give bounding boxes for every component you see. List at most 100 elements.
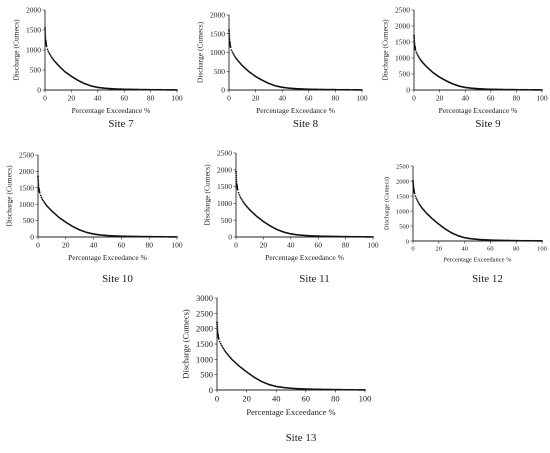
data-point (218, 340, 221, 343)
data-point (242, 200, 244, 203)
y-tick-label: 1500 (217, 182, 232, 191)
x-tick-label: 20 (436, 246, 443, 253)
data-point (232, 52, 235, 55)
y-axis-title: Discharge (Cumecs) (12, 19, 21, 81)
panel-caption: Site 9 (475, 118, 501, 130)
x-tick-label: 100 (171, 94, 183, 103)
data-point (235, 180, 238, 183)
x-tick-label: 0 (234, 241, 238, 250)
y-tick-label: 1500 (395, 38, 410, 47)
y-axis-title: Discharge (Cumecs) (180, 309, 190, 379)
data-point (217, 337, 220, 339)
x-tick-label: 20 (62, 241, 70, 250)
data-point (229, 45, 232, 47)
data-point (413, 36, 415, 39)
y-tick-label: 0 (228, 233, 232, 242)
y-tick-label: 1000 (19, 200, 34, 209)
data-point (231, 51, 234, 53)
data-point (224, 350, 227, 353)
x-tick-label: 40 (90, 241, 98, 250)
series-flow-duration (216, 321, 366, 391)
panel-caption: Site 12 (472, 273, 503, 285)
data-point (239, 196, 242, 198)
series-flow-duration (44, 27, 178, 91)
data-point (361, 89, 363, 91)
data-point (225, 351, 228, 354)
data-point (415, 51, 418, 54)
x-tick-label: 100 (356, 94, 368, 103)
data-point (412, 185, 415, 187)
y-tick-label: 2500 (19, 151, 34, 160)
data-point (44, 29, 46, 31)
data-point (216, 323, 218, 326)
data-point (48, 52, 50, 54)
x-tick-label: 100 (536, 94, 548, 103)
y-tick-label: 500 (399, 70, 411, 79)
x-tick-label: 100 (171, 241, 183, 250)
data-point (221, 346, 224, 348)
data-point (216, 325, 219, 327)
x-axis-title: Percentage Exceedance % (68, 253, 147, 262)
y-tick-label: 500 (23, 216, 35, 225)
data-point (38, 190, 41, 193)
data-point (37, 177, 39, 180)
data-point (235, 172, 237, 175)
x-tick-label: 100 (537, 246, 547, 253)
data-point (233, 54, 235, 56)
x-tick-label: 80 (513, 246, 520, 253)
y-tick-label: 500 (30, 66, 42, 75)
x-tick-label: 60 (314, 241, 322, 250)
data-point (417, 202, 420, 204)
y-tick-label: 500 (214, 67, 226, 76)
y-tick-label: 2500 (396, 163, 409, 170)
data-point (44, 31, 47, 33)
x-tick-label: 60 (487, 94, 495, 103)
y-tick-label: 0 (209, 385, 213, 395)
data-point (37, 183, 40, 185)
data-point (44, 35, 47, 37)
data-point (236, 187, 239, 190)
x-axis-title: Percentage Exceedance % (265, 253, 344, 262)
x-tick-label: 0 (36, 241, 40, 250)
x-axis-title: Percentage Exceedance % (246, 407, 335, 417)
data-point (42, 199, 45, 202)
data-point (216, 330, 219, 333)
data-point (235, 170, 237, 173)
data-point (416, 200, 419, 203)
data-point (40, 196, 43, 199)
y-tick-label: 0 (221, 86, 225, 95)
data-point (176, 236, 178, 238)
x-tick-label: 60 (118, 241, 126, 250)
y-tick-label: 2000 (19, 167, 34, 176)
data-point (228, 38, 231, 41)
x-tick-label: 0 (411, 246, 414, 253)
flow-duration-panel: 0 500 1000 1500 2000 0 20 40 60 80 100 Percentage E… (196, 11, 368, 130)
data-point (414, 48, 417, 50)
data-point (44, 37, 47, 39)
data-point (176, 89, 178, 91)
data-point (46, 48, 49, 51)
y-tick-label: 2000 (217, 165, 232, 174)
x-tick-label: 80 (332, 94, 340, 103)
data-point (37, 185, 40, 187)
data-point (37, 175, 39, 178)
y-tick-label: 2000 (210, 11, 225, 20)
data-point (49, 53, 51, 56)
data-point (41, 198, 44, 201)
x-tick-label: 60 (120, 94, 128, 103)
data-point (235, 178, 238, 181)
x-tick-label: 100 (367, 241, 379, 250)
series-flow-duration (412, 180, 543, 242)
x-tick-label: 40 (287, 241, 295, 250)
series-flow-duration (37, 175, 178, 238)
y-tick-label: 0 (406, 238, 409, 245)
y-tick-label: 1500 (26, 26, 41, 35)
flow-duration-panel: 0 500 1000 1500 2000 2500 0 20 40 60 80 100 Percenta… (5, 151, 183, 285)
y-axis-title: Discharge (Cumecs) (381, 19, 390, 81)
data-point (413, 41, 416, 43)
data-point (44, 27, 46, 29)
data-point (412, 181, 414, 184)
x-tick-label: 40 (461, 246, 468, 253)
panel-caption: Site 11 (299, 273, 329, 285)
